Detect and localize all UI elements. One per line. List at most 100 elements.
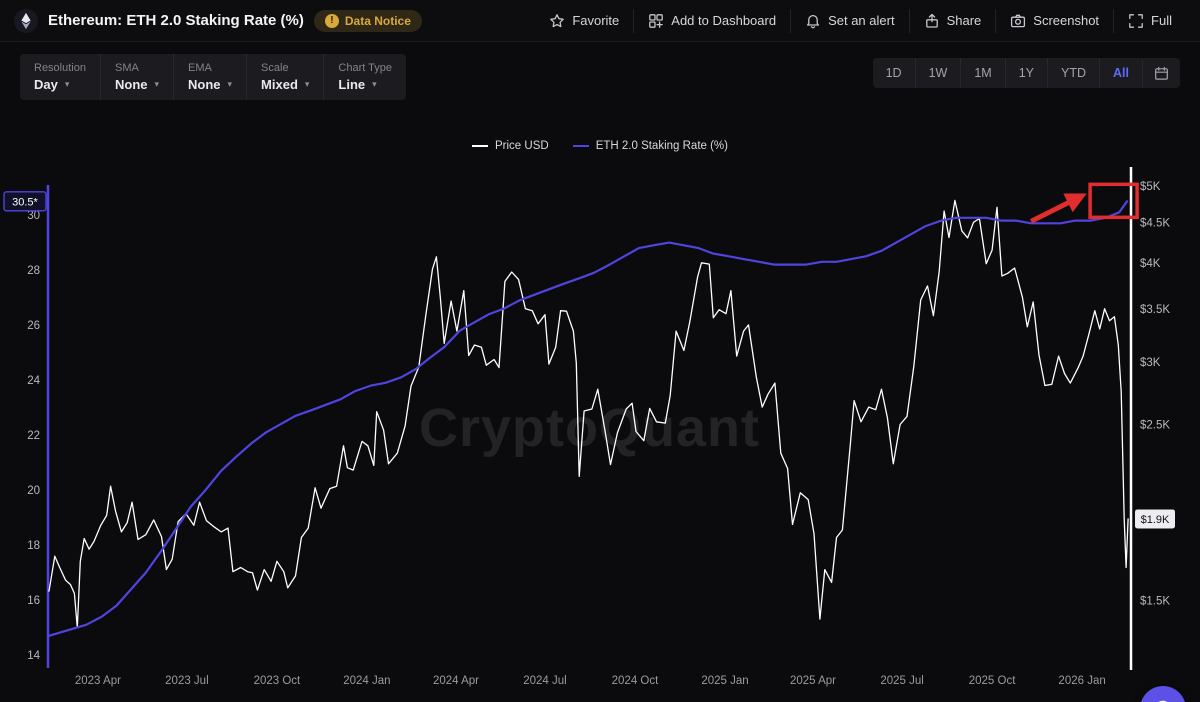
action-label: Screenshot <box>1033 13 1100 28</box>
calendar-button[interactable] <box>1142 59 1180 87</box>
chat-icon <box>1158 700 1168 702</box>
left-axis-tick: 18 <box>27 540 40 552</box>
control-value: None <box>188 77 221 92</box>
chevron-down-icon: ▾ <box>154 79 160 89</box>
action-label: Add to Dashboard <box>671 13 777 28</box>
x-axis-tick: 2023 Jul <box>165 675 208 687</box>
chevron-down-icon: ▾ <box>64 79 70 89</box>
chart-region: Price USD ETH 2.0 Staking Rate (%) Crypt… <box>0 138 1200 702</box>
right-axis-tick: $3K <box>1140 357 1161 369</box>
control-label: Scale <box>261 62 289 74</box>
chart-title: Ethereum: ETH 2.0 Staking Rate (%) <box>48 12 304 29</box>
add-to-dashboard-button[interactable]: Add to Dashboard <box>633 8 790 33</box>
indicator-controls: Resolution Day ▾ SMA None ▾ EMA None ▾ Scal… <box>20 54 407 100</box>
control-value: None <box>114 77 148 92</box>
control-label: Resolution <box>34 62 86 74</box>
staking-rate-line-swatch <box>572 145 589 147</box>
left-axis-last-value-badge <box>3 191 47 212</box>
svg-text:$1.9K: $1.9K <box>1141 514 1170 526</box>
resolution-dropdown[interactable]: Resolution Day ▾ <box>20 54 101 100</box>
annotation-arrow <box>1029 193 1087 224</box>
action-label: Favorite <box>572 13 620 28</box>
action-label: Set an alert <box>828 13 895 28</box>
x-axis-tick: 2025 Apr <box>790 675 836 687</box>
legend-item-price-usd[interactable]: Price USD <box>472 140 549 152</box>
control-label: Chart Type <box>338 62 393 74</box>
price-line <box>48 199 1129 629</box>
exclamation-icon: ! <box>324 13 339 28</box>
chart-header: Ethereum: ETH 2.0 Staking Rate (%) ! Dat… <box>0 0 1200 42</box>
x-axis-tick: 2024 Jan <box>343 675 390 687</box>
chevron-down-icon: ▾ <box>304 79 310 89</box>
ema-dropdown[interactable]: EMA None ▾ <box>174 54 248 100</box>
range-1w-button[interactable]: 1W <box>914 58 961 88</box>
set-alert-button[interactable]: Set an alert <box>790 8 909 33</box>
right-axis-last-value-badge <box>1135 509 1175 529</box>
x-axis-tick: 2026 Jan <box>1058 675 1105 687</box>
x-axis-tick: 2023 Apr <box>75 675 121 687</box>
right-axis-tick: $2.5K <box>1140 420 1170 432</box>
x-axis-tick: 2025 Jul <box>880 675 923 687</box>
data-notice-badge[interactable]: ! Data Notice <box>313 9 422 32</box>
left-axis-tick: 20 <box>27 485 40 497</box>
left-axis-tick: 16 <box>27 595 40 607</box>
scale-dropdown[interactable]: Scale Mixed ▾ <box>247 54 325 100</box>
range-1y-button[interactable]: 1Y <box>1004 58 1047 88</box>
bell-icon <box>807 14 820 28</box>
left-axis-tick: 22 <box>27 430 40 442</box>
range-ytd-button[interactable]: YTD <box>1047 58 1099 88</box>
dashboard-add-icon <box>649 13 664 28</box>
header-left: Ethereum: ETH 2.0 Staking Rate (%) ! Dat… <box>14 8 422 33</box>
chevron-down-icon: ▾ <box>227 79 233 89</box>
right-axis-tick: $4K <box>1140 258 1161 270</box>
left-axis-tick: 14 <box>27 650 40 662</box>
chart-plot-area[interactable]: CryptoQuant 30 28 26 24 22 20 18 16 14 $5K $4.5K $4K… <box>0 138 1200 700</box>
left-axis-tick: 26 <box>27 320 40 332</box>
x-axis-tick: 2024 Oct <box>612 675 659 687</box>
legend-label: Price USD <box>495 140 549 152</box>
right-axis-tick: $3.5K <box>1140 304 1170 316</box>
data-notice-label: Data Notice <box>344 13 411 28</box>
price-line-swatch <box>472 145 488 147</box>
x-axis-tick: 2024 Jul <box>523 675 566 687</box>
fullscreen-icon <box>1129 13 1143 28</box>
x-axis-tick: 2025 Jan <box>701 675 748 687</box>
calendar-icon <box>1155 66 1168 80</box>
control-value: Mixed <box>261 77 298 92</box>
left-axis-tick: 24 <box>27 375 40 387</box>
control-label: SMA <box>114 62 139 74</box>
header-actions: Favorite Add to Dashboard Set an alert S… <box>535 8 1186 33</box>
chart-legend: Price USD ETH 2.0 Staking Rate (%) <box>0 140 1200 152</box>
control-label: EMA <box>188 62 212 74</box>
share-icon <box>925 13 938 28</box>
camera-icon <box>1011 14 1026 27</box>
legend-item-staking-rate[interactable]: ETH 2.0 Staking Rate (%) <box>572 140 728 152</box>
favorite-button[interactable]: Favorite <box>535 9 633 33</box>
left-axis-tick: 28 <box>27 265 40 277</box>
screenshot-button[interactable]: Screenshot <box>995 8 1113 33</box>
range-all-button[interactable]: All <box>1099 58 1142 88</box>
watermark: CryptoQuant <box>419 398 760 458</box>
action-label: Share <box>946 13 982 28</box>
annotation-box <box>1088 182 1139 220</box>
control-value: Line <box>338 77 366 92</box>
share-button[interactable]: Share <box>908 8 996 33</box>
range-1m-button[interactable]: 1M <box>960 58 1004 88</box>
chart-type-dropdown[interactable]: Chart Type Line ▾ <box>324 54 406 100</box>
star-icon <box>550 13 565 27</box>
right-axis-tick: $5K <box>1140 181 1161 193</box>
staking-rate-line <box>47 200 1129 637</box>
left-axis-tick: 30 <box>27 210 40 222</box>
range-1d-button[interactable]: 1D <box>873 58 915 88</box>
sma-dropdown[interactable]: SMA None ▾ <box>101 54 175 100</box>
x-axis-tick: 2023 Oct <box>254 675 301 687</box>
x-axis-tick: 2025 Oct <box>969 675 1016 687</box>
action-label: Full <box>1151 13 1172 28</box>
fullscreen-button[interactable]: Full <box>1113 8 1186 33</box>
svg-text:30.5*: 30.5* <box>12 196 38 208</box>
ethereum-logo-icon <box>14 8 38 33</box>
chart-toolbar: Resolution Day ▾ SMA None ▾ EMA None ▾ Scal… <box>0 42 1200 100</box>
legend-label: ETH 2.0 Staking Rate (%) <box>595 140 728 152</box>
control-value: Day <box>34 77 58 92</box>
